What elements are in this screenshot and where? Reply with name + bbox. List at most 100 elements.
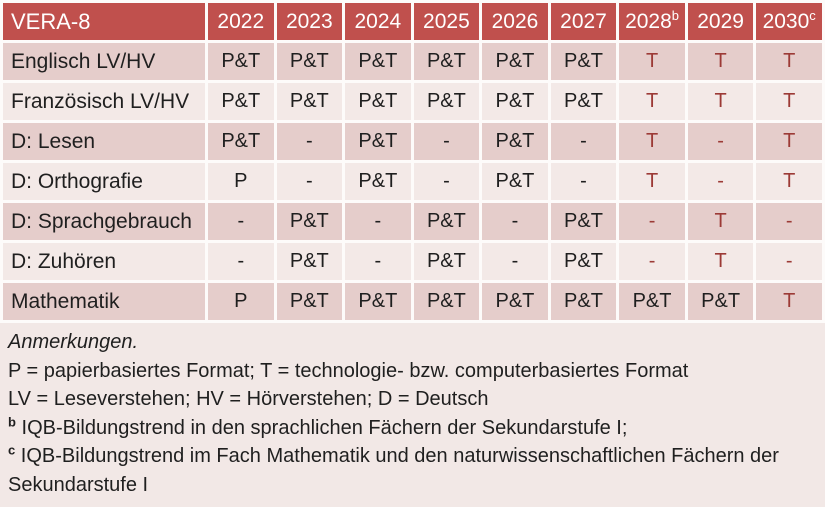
- format-cell: T: [616, 40, 688, 83]
- year-header-2030: 2030c: [753, 0, 825, 43]
- year-label: 2028: [625, 9, 672, 33]
- table-row-englisch: Englisch LV/HV P&T P&T P&T P&T P&T P&T T…: [0, 40, 825, 83]
- year-header-2028: 2028b: [616, 0, 688, 43]
- format-cell: P&T: [547, 40, 620, 83]
- format-cell: P&T: [205, 40, 277, 83]
- format-cell: P&T: [342, 160, 414, 203]
- year-header-2026: 2026: [479, 0, 551, 43]
- format-cell: P&T: [273, 80, 346, 123]
- note-line-abbreviations: LV = Leseverstehen; HV = Hörverstehen; D…: [8, 385, 817, 414]
- format-cell: T: [753, 120, 825, 163]
- year-label: 2023: [285, 9, 333, 33]
- row-label: D: Zuhören: [0, 240, 208, 283]
- format-cell: P&T: [410, 40, 483, 83]
- format-cell: P&T: [547, 80, 620, 123]
- format-cell: P&T: [616, 280, 688, 323]
- format-cell: P&T: [342, 40, 414, 83]
- year-header-2024: 2024: [342, 0, 414, 43]
- year-label: 2030: [762, 9, 810, 33]
- format-cell: -: [547, 160, 620, 203]
- year-superscript: c: [809, 7, 816, 23]
- format-cell: P&T: [479, 80, 551, 123]
- note-line-footnote-c: c IQB-Bildungstrend im Fach Mathematik u…: [8, 442, 817, 499]
- format-cell: T: [684, 80, 757, 123]
- note-line-formats: P = papierbasiertes Format; T = technolo…: [8, 357, 817, 386]
- format-cell: T: [616, 120, 688, 163]
- format-cell: -: [753, 240, 825, 283]
- format-cell: -: [684, 160, 757, 203]
- format-cell: P&T: [479, 160, 551, 203]
- format-cell: T: [684, 40, 757, 83]
- vera8-schedule-table: VERA-8 2022 2023 2024 2025 2026 2027 202…: [0, 0, 825, 323]
- format-cell: -: [479, 200, 551, 243]
- format-cell: -: [684, 120, 757, 163]
- format-cell: -: [410, 160, 483, 203]
- notes-heading: Anmerkungen.: [8, 331, 139, 353]
- format-cell: -: [479, 240, 551, 283]
- format-cell: T: [753, 40, 825, 83]
- format-cell: P&T: [273, 280, 346, 323]
- format-cell: P&T: [273, 200, 346, 243]
- format-cell: P&T: [273, 40, 346, 83]
- year-header-2025: 2025: [410, 0, 483, 43]
- table-title: VERA-8: [0, 0, 208, 43]
- row-label: Englisch LV/HV: [0, 40, 208, 83]
- format-cell: P&T: [479, 120, 551, 163]
- format-cell: -: [616, 200, 688, 243]
- row-label: D: Sprachgebrauch: [0, 200, 208, 243]
- format-cell: P&T: [479, 280, 551, 323]
- format-cell: P&T: [342, 280, 414, 323]
- format-cell: P&T: [410, 240, 483, 283]
- format-cell: P: [205, 280, 277, 323]
- note-text: IQB-Bildungstrend in den sprachlichen Fä…: [21, 416, 628, 439]
- footnote-c-marker: c: [8, 442, 16, 458]
- year-label: 2025: [423, 9, 470, 33]
- format-cell: P&T: [547, 200, 620, 243]
- format-cell: -: [753, 200, 825, 243]
- format-cell: T: [753, 160, 825, 203]
- note-text: IQB-Bildungstrend im Fach Mathematik und…: [8, 445, 779, 496]
- row-label: Mathematik: [0, 280, 208, 323]
- year-header-2023: 2023: [273, 0, 346, 43]
- format-cell: P&T: [342, 80, 414, 123]
- notes-section: Anmerkungen. P = papierbasiertes Format;…: [0, 323, 825, 507]
- table-row-d-sprachgebrauch: D: Sprachgebrauch - P&T - P&T - P&T - T …: [0, 200, 825, 243]
- format-cell: P&T: [684, 280, 757, 323]
- format-cell: T: [753, 80, 825, 123]
- year-superscript: b: [671, 7, 680, 23]
- format-cell: T: [616, 160, 688, 203]
- format-cell: T: [616, 80, 688, 123]
- note-text: P = papierbasiertes Format; T = technolo…: [8, 359, 689, 382]
- year-header-2022: 2022: [205, 0, 277, 43]
- table-row-d-zuhoeren: D: Zuhören - P&T - P&T - P&T - T -: [0, 240, 825, 283]
- format-cell: P&T: [342, 120, 414, 163]
- year-label: 2026: [491, 9, 539, 33]
- format-cell: -: [410, 120, 483, 163]
- year-label: 2024: [354, 9, 402, 33]
- note-text: LV = Leseverstehen; HV = Hörverstehen; D…: [8, 388, 489, 410]
- format-cell: P: [205, 160, 277, 203]
- format-cell: P&T: [205, 120, 277, 163]
- format-cell: -: [547, 120, 620, 163]
- format-cell: P&T: [410, 80, 483, 123]
- table-row-mathematik: Mathematik P P&T P&T P&T P&T P&T P&T P&T…: [0, 280, 825, 323]
- row-label: D: Orthografie: [0, 160, 208, 203]
- format-cell: -: [205, 200, 277, 243]
- format-cell: -: [616, 240, 688, 283]
- table-header-row: VERA-8 2022 2023 2024 2025 2026 2027 202…: [0, 0, 825, 43]
- table-row-franzoesisch: Französisch LV/HV P&T P&T P&T P&T P&T P&…: [0, 80, 825, 123]
- row-label: D: Lesen: [0, 120, 208, 163]
- footnote-b-marker: b: [8, 413, 16, 429]
- table-row-d-orthografie: D: Orthografie P - P&T - P&T - T - T: [0, 160, 825, 203]
- format-cell: -: [342, 240, 414, 283]
- format-cell: P&T: [547, 280, 620, 323]
- format-cell: T: [684, 240, 757, 283]
- format-cell: P&T: [547, 240, 620, 283]
- format-cell: P&T: [410, 280, 483, 323]
- table-row-d-lesen: D: Lesen P&T - P&T - P&T - T - T: [0, 120, 825, 163]
- format-cell: T: [753, 280, 825, 323]
- format-cell: P&T: [273, 240, 346, 283]
- format-cell: -: [273, 160, 346, 203]
- year-header-2029: 2029: [684, 0, 757, 43]
